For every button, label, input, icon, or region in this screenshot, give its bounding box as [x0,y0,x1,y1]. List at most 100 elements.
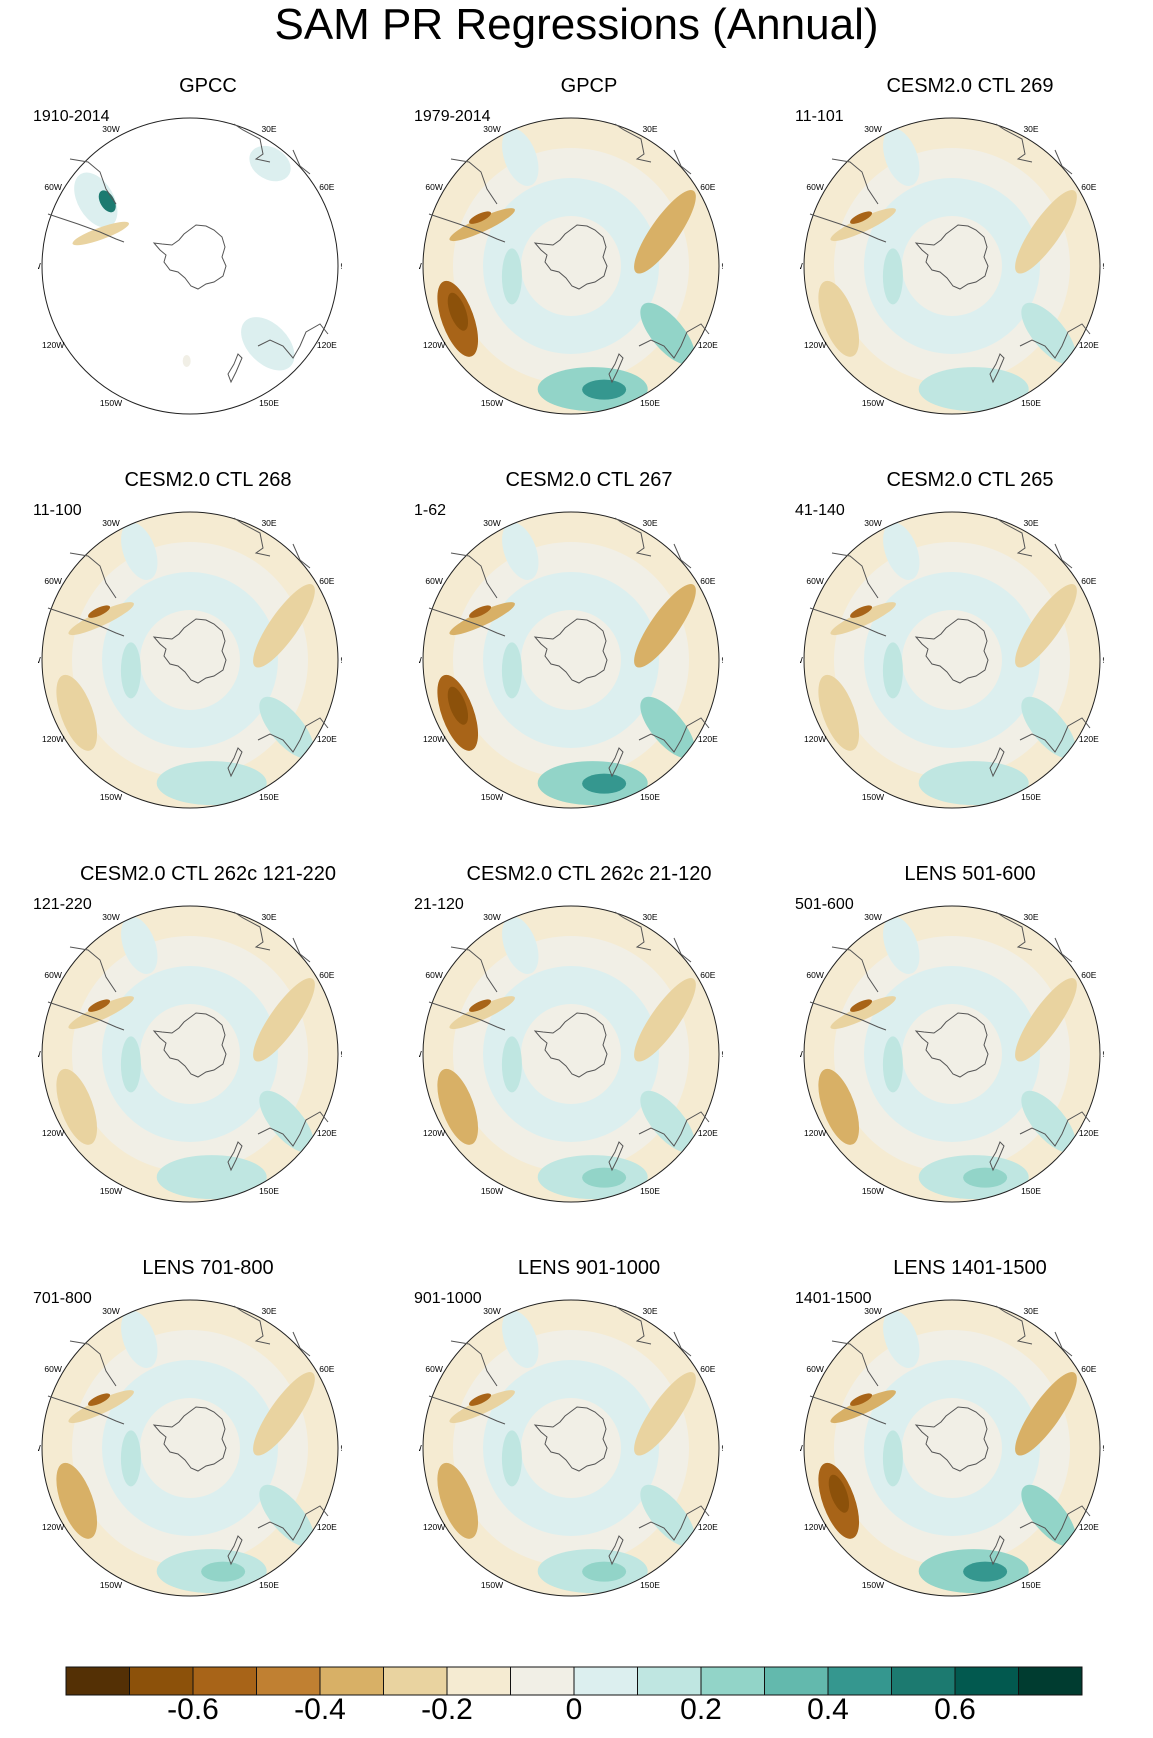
longitude-label: 90E [1102,261,1104,271]
longitude-label: 60E [319,576,334,586]
panel-title: CESM2.0 CTL 265 [886,469,1054,491]
longitude-label: 120E [698,734,718,744]
longitude-label: 120E [317,1128,337,1138]
longitude-label: 150E [640,792,660,802]
colorbar-swatch [65,1666,130,1696]
panel-period-label: 1401-1500 [795,1290,872,1307]
panel-period-label: 41-140 [795,502,845,519]
coastlines [809,517,1091,778]
longitude-label: 120W [42,734,64,744]
longitude-label: 90W [800,655,803,665]
panel-title: LENS 901-1000 [517,1257,661,1279]
precip-field [42,512,338,808]
longitude-label: 30E [1023,1306,1038,1316]
longitude-label: 150E [1021,792,1041,802]
panel-period-label: 1910-2014 [33,108,110,125]
colorbar-swatch [192,1666,257,1696]
panel-title: LENS 701-800 [142,1257,274,1279]
longitude-label: 150E [1021,398,1041,408]
precip-field [804,118,1100,414]
colorbar-swatch [510,1666,575,1696]
longitude-label: 120E [1079,1128,1099,1138]
map-panel: CESM2.0 CTL 262c 21-12021-120030E60E90E1… [404,862,774,1252]
map-panel: LENS 701-800701-800030E60E90E120E150E180… [23,1256,393,1646]
longitude-label: 30W [864,912,881,922]
longitude-label: 120W [804,1522,826,1532]
longitude-label: 30E [1023,518,1038,528]
longitude-label: 150W [100,792,122,802]
longitude-label: 60E [1081,182,1096,192]
precip-field [423,906,719,1202]
longitude-label: 150W [481,792,503,802]
longitude-label: 120E [698,1128,718,1138]
colorbar-swatch [383,1666,448,1696]
longitude-label: 120E [317,734,337,744]
precip-field [804,512,1100,808]
longitude-label: 30W [864,1306,881,1316]
longitude-label: 120E [1079,734,1099,744]
longitude-label: 150W [862,398,884,408]
longitude-label: 90W [800,261,803,271]
colorbar-tick-label: 0 [565,1693,583,1726]
longitude-label: 60W [806,576,823,586]
panel-period-label: 21-120 [414,896,464,913]
longitude-label: 90E [340,1443,342,1453]
polar-map: 030E60E90E120E150E180150W120W90W60W30W [38,905,342,1203]
precip-field [42,118,338,414]
longitude-label: 150W [100,1186,122,1196]
longitude-label: 90W [419,1443,422,1453]
longitude-label: 30E [261,518,276,528]
colorbar-swatch [891,1666,956,1696]
colorbar-swatch [319,1666,384,1696]
map-panel: GPCC1910-2014030E60E90E120E150E180150W12… [23,74,393,464]
longitude-label: 150W [481,1580,503,1590]
map-panel: GPCP1979-2014030E60E90E120E150E180150W12… [404,74,774,464]
colorbar-swatch [446,1666,511,1696]
panel-title: CESM2.0 CTL 269 [886,75,1054,97]
coastlines [47,911,329,1172]
longitude-label: 150E [259,1580,279,1590]
colorbar-swatch [1018,1666,1083,1696]
panel-period-label: 11-101 [795,108,844,125]
panel-title: CESM2.0 CTL 262c 21-120 [466,863,712,885]
coastlines [809,1305,1091,1566]
longitude-label: 30W [102,1306,119,1316]
longitude-label: 90E [340,1049,342,1059]
panel-title: CESM2.0 CTL 267 [505,469,673,491]
longitude-label: 90E [1102,1443,1104,1453]
longitude-label: 150E [640,1186,660,1196]
longitude-label: 60W [425,1364,442,1374]
panel-title: LENS 501-600 [904,863,1036,885]
precip-field [423,512,719,808]
longitude-label: 120W [423,340,445,350]
longitude-label: 90W [419,261,422,271]
longitude-label: 30E [261,912,276,922]
colorbar-swatch [954,1666,1019,1696]
map-panel: LENS 901-1000901-1000030E60E90E120E150E1… [404,1256,774,1646]
longitude-label: 150E [259,1186,279,1196]
longitude-label: 90W [419,1049,422,1059]
longitude-label: 120W [42,1522,64,1532]
longitude-label: 90E [721,655,723,665]
longitude-label: 150W [481,398,503,408]
colorbar-swatches [65,1666,1083,1696]
colorbar-tick-label: 0.4 [807,1693,849,1726]
panel-title: CESM2.0 CTL 268 [124,469,292,491]
longitude-label: 60W [44,182,61,192]
longitude-label: 120W [423,734,445,744]
map-panel: LENS 501-600501-600030E60E90E120E150E180… [785,862,1153,1252]
longitude-label: 30E [642,1306,657,1316]
colorbar-swatch [764,1666,829,1696]
longitude-label: 30W [483,912,500,922]
longitude-label: 60E [700,970,715,980]
precip-field [804,1300,1100,1596]
coastlines [809,911,1091,1172]
longitude-label: 150W [862,1186,884,1196]
longitude-label: 150W [481,1186,503,1196]
polar-map: 030E60E90E120E150E180150W120W90W60W30W [38,511,342,809]
coastlines [809,123,1091,384]
longitude-label: 120W [423,1128,445,1138]
longitude-label: 90W [38,1049,41,1059]
longitude-label: 150E [259,792,279,802]
longitude-label: 90E [340,261,342,271]
